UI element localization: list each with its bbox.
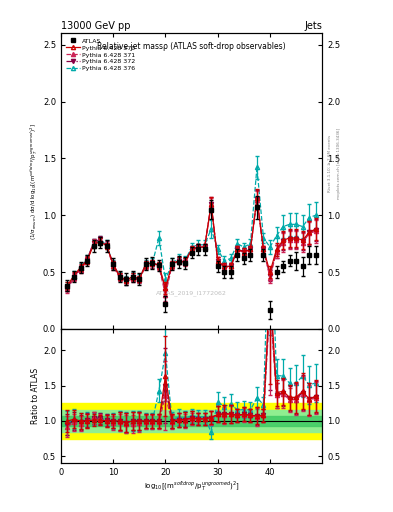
Text: mcplots.cern.ch [arXiv:1306.3436]: mcplots.cern.ch [arXiv:1306.3436] xyxy=(337,129,341,199)
Y-axis label: (1/σ$_{resum}$) dσ/d log$_{10}$[(m$^{soft drop}$/p$_T^{ungroomed}$)$^2$]: (1/σ$_{resum}$) dσ/d log$_{10}$[(m$^{sof… xyxy=(29,123,40,240)
Text: ATLAS_2019_I1772062: ATLAS_2019_I1772062 xyxy=(156,291,227,296)
Y-axis label: Ratio to ATLAS: Ratio to ATLAS xyxy=(31,368,40,424)
Text: 13000 GeV pp: 13000 GeV pp xyxy=(61,20,130,31)
Text: Rivet 3.1.10; ≥ 2.6M events: Rivet 3.1.10; ≥ 2.6M events xyxy=(328,135,332,193)
X-axis label: log$_{10}$[(m$^{soft drop}$/p$_T^{ungroomed}$)$^2$]: log$_{10}$[(m$^{soft drop}$/p$_T^{ungroo… xyxy=(144,480,239,493)
Text: Jets: Jets xyxy=(305,20,322,31)
Text: Relative jet massρ (ATLAS soft-drop observables): Relative jet massρ (ATLAS soft-drop obse… xyxy=(97,42,286,51)
Legend: ATLAS, Pythia 6.428 370, Pythia 6.428 371, Pythia 6.428 372, Pythia 6.428 376: ATLAS, Pythia 6.428 370, Pythia 6.428 37… xyxy=(64,36,137,73)
